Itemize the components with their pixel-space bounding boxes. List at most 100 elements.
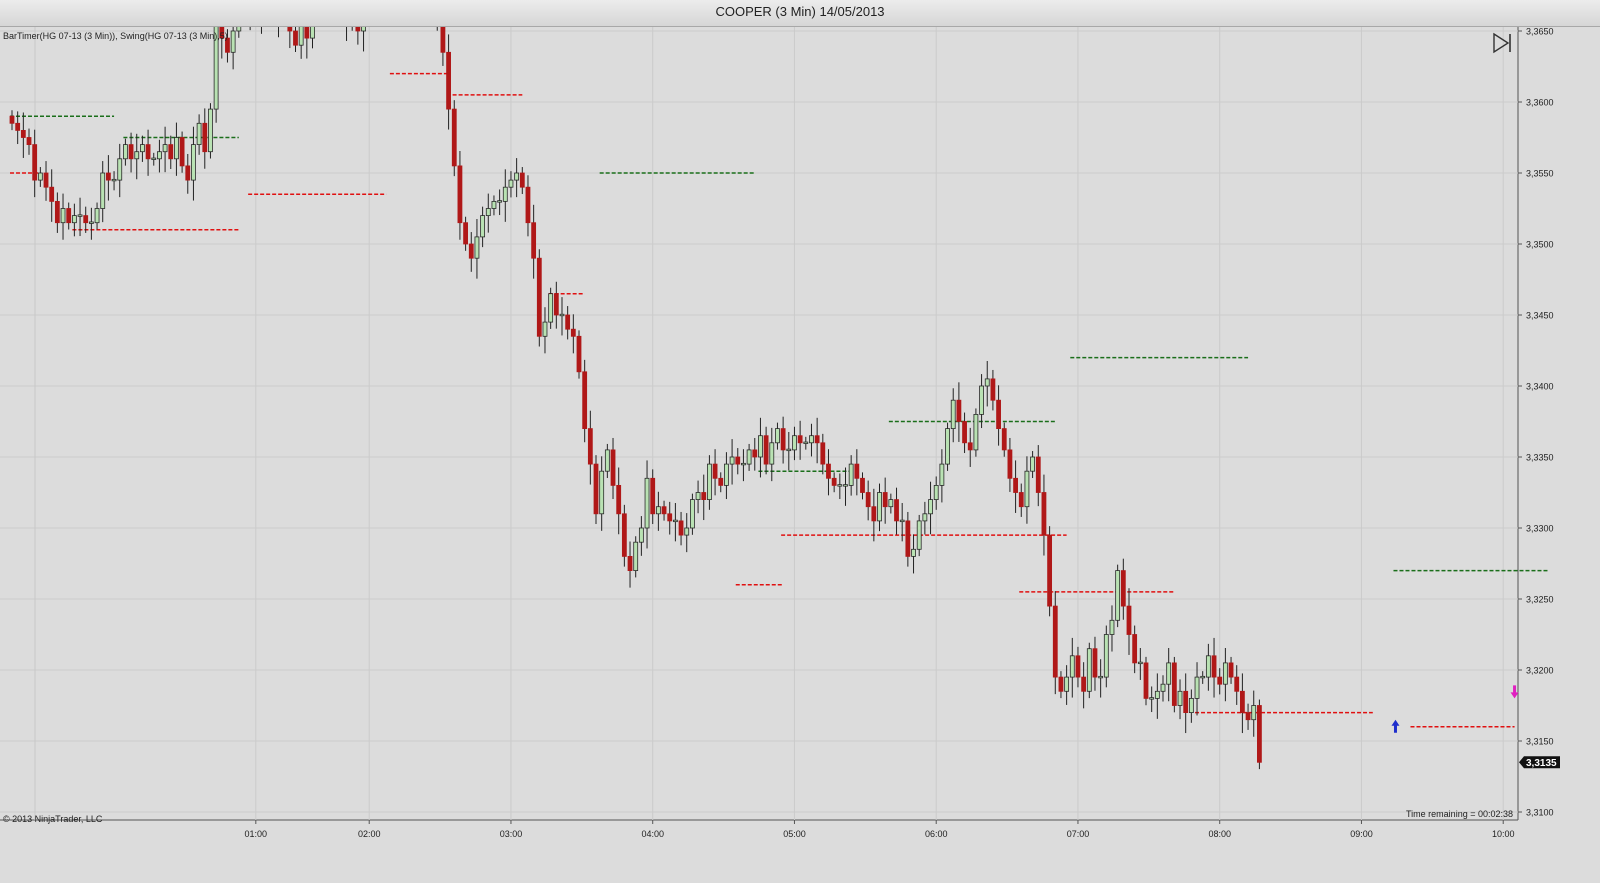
candle-down	[105, 172, 111, 181]
candle-down	[1183, 690, 1189, 713]
candle-up	[786, 448, 792, 452]
candle-up	[837, 484, 843, 487]
candle-down	[996, 399, 1001, 430]
candle-up	[157, 151, 162, 160]
candle-down	[650, 477, 656, 515]
candle-up	[491, 200, 497, 209]
candle-down	[355, 27, 361, 32]
candle-down	[1058, 676, 1064, 692]
candle-down	[1143, 662, 1149, 699]
price-tick-label: 3,3200	[1526, 666, 1554, 676]
sell-arrow-icon	[1510, 685, 1519, 699]
candle-down	[661, 506, 667, 515]
candle-down	[531, 222, 537, 259]
candlesticks	[9, 27, 1262, 770]
candle-up	[1069, 655, 1075, 678]
time-tick-label: 08:00	[1208, 829, 1231, 839]
candle-down	[1239, 690, 1245, 713]
candle-down	[225, 37, 230, 53]
candle-up	[1098, 675, 1104, 679]
candle-up	[848, 463, 854, 486]
price-chart[interactable]: 3,3100 3,3150 3,3200 3,3250 3,3300 3,3350 3,34…	[0, 27, 1600, 883]
scroll-to-end-icon[interactable]	[1490, 32, 1514, 54]
candle-down	[287, 27, 293, 32]
candle-up	[984, 378, 990, 387]
candle-down	[735, 456, 741, 465]
candle-down	[627, 556, 633, 572]
candle-up	[973, 413, 979, 451]
candle-up	[191, 144, 196, 181]
candle-down	[1132, 634, 1138, 664]
price-tick-label: 3,3650	[1526, 27, 1554, 37]
candle-down	[831, 477, 837, 486]
candle-up	[928, 499, 933, 515]
candle-down	[1018, 492, 1024, 508]
time-tick-label: 05:00	[783, 829, 806, 839]
candle-down	[826, 463, 831, 479]
price-tick-label: 3,3300	[1526, 524, 1554, 534]
candle-down	[457, 165, 463, 224]
candle-down	[1211, 655, 1217, 678]
candle-up	[60, 208, 66, 224]
candle-down	[865, 492, 871, 508]
candle-down	[1041, 492, 1047, 536]
candle-down	[1035, 456, 1041, 493]
candle-up	[604, 449, 610, 472]
candle-down	[20, 130, 26, 138]
candle-down	[1001, 428, 1007, 451]
candle-up	[508, 179, 514, 188]
candle-down	[593, 463, 599, 515]
candle-up	[1177, 690, 1183, 706]
candle-down	[871, 506, 877, 522]
candle-up	[1194, 676, 1200, 699]
candle-down	[763, 435, 769, 465]
candle-down	[1171, 662, 1177, 706]
candle-up	[672, 519, 678, 523]
candle-down	[854, 463, 860, 479]
candle-up	[1205, 655, 1211, 678]
candle-up	[950, 399, 956, 430]
candle-down	[582, 371, 588, 429]
candle-down	[718, 477, 724, 486]
candle-down	[446, 51, 451, 110]
candle-up	[361, 27, 366, 32]
candle-down	[1228, 662, 1234, 678]
candle-down	[678, 520, 684, 536]
candle-up	[655, 506, 661, 515]
candle-down	[1234, 676, 1240, 692]
candle-up	[741, 462, 746, 466]
candle-up	[1188, 698, 1194, 714]
candle-down	[440, 27, 446, 53]
candle-up	[638, 527, 644, 543]
candle-down	[780, 428, 786, 451]
candle-up	[1222, 662, 1228, 685]
candle-down	[26, 137, 32, 145]
candle-down	[179, 137, 185, 167]
candle-up	[729, 456, 735, 465]
candle-up	[911, 548, 916, 557]
time-remaining-label: Time remaining = 00:02:38	[1406, 809, 1513, 819]
candle-down	[820, 442, 826, 465]
candle-up	[877, 492, 882, 522]
candle-up	[1166, 662, 1172, 685]
candle-down	[565, 314, 571, 330]
time-tick-label: 04:00	[641, 829, 664, 839]
candle-down	[9, 115, 15, 124]
price-axis-labels: 3,3100 3,3150 3,3200 3,3250 3,3300 3,3350 3,34…	[1518, 27, 1554, 818]
candle-up	[843, 484, 848, 487]
price-tick-label: 3,3350	[1526, 453, 1554, 463]
candle-up	[1064, 676, 1070, 692]
candle-down	[570, 328, 576, 337]
candle-up	[1149, 697, 1155, 700]
candle-down	[621, 513, 627, 557]
candle-up	[213, 27, 219, 110]
time-tick-label: 02:00	[358, 829, 381, 839]
time-tick-label: 10:00	[1492, 829, 1515, 839]
chart-area[interactable]: 3,3100 3,3150 3,3200 3,3250 3,3300 3,3350 3,34…	[0, 27, 1600, 883]
candle-up	[111, 178, 117, 182]
price-tick-label: 3,3500	[1526, 240, 1554, 250]
candle-up	[1109, 619, 1115, 635]
price-tick-label: 3,3100	[1526, 808, 1554, 818]
candle-down	[202, 122, 208, 153]
candle-up	[474, 236, 480, 259]
